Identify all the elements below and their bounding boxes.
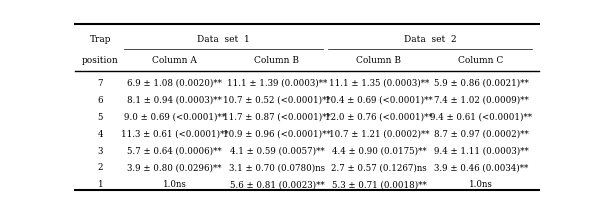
Text: 12.0 ± 0.76 (<0.0001)**: 12.0 ± 0.76 (<0.0001)** [325, 113, 432, 122]
Text: 1.0ns: 1.0ns [163, 180, 187, 189]
Text: 11.7 ± 0.87 (<0.0001)**: 11.7 ± 0.87 (<0.0001)** [223, 113, 331, 122]
Text: 5.7 ± 0.64 (0.0006)**: 5.7 ± 0.64 (0.0006)** [128, 147, 222, 156]
Text: Trap: Trap [90, 35, 111, 44]
Text: 6: 6 [98, 96, 103, 105]
Text: 10.7 ± 1.21 (0.0002)**: 10.7 ± 1.21 (0.0002)** [329, 130, 429, 139]
Text: 1: 1 [98, 180, 103, 189]
Text: 2: 2 [98, 163, 103, 172]
Text: 4.4 ± 0.90 (0.0175)**: 4.4 ± 0.90 (0.0175)** [332, 147, 426, 156]
Text: 10.4 ± 0.69 (<0.0001)**: 10.4 ± 0.69 (<0.0001)** [325, 96, 432, 105]
Text: 9.4 ± 0.61 (<0.0001)**: 9.4 ± 0.61 (<0.0001)** [430, 113, 532, 122]
Text: 4.1 ± 0.59 (0.0057)**: 4.1 ± 0.59 (0.0057)** [229, 147, 324, 156]
Text: 5: 5 [98, 113, 103, 122]
Text: 5.6 ± 0.81 (0.0023)**: 5.6 ± 0.81 (0.0023)** [229, 180, 324, 189]
Text: 8.1 ± 0.94 (0.0003)**: 8.1 ± 0.94 (0.0003)** [128, 96, 222, 105]
Text: Data  set  1: Data set 1 [197, 35, 250, 44]
Text: Column B: Column B [255, 56, 300, 65]
Text: Data  set  2: Data set 2 [404, 35, 456, 44]
Text: 7: 7 [98, 79, 103, 88]
Text: 11.3 ± 0.61 (<0.0001)**: 11.3 ± 0.61 (<0.0001)** [121, 130, 228, 139]
Text: 3.9 ± 0.46 (0.0034)**: 3.9 ± 0.46 (0.0034)** [434, 163, 528, 172]
Text: 9.0 ± 0.69 (<0.0001)**: 9.0 ± 0.69 (<0.0001)** [123, 113, 226, 122]
Text: 11.1 ± 1.39 (0.0003)**: 11.1 ± 1.39 (0.0003)** [226, 79, 327, 88]
Text: Column C: Column C [458, 56, 504, 65]
Text: 1.0ns: 1.0ns [469, 180, 493, 189]
Text: 3.9 ± 0.80 (0.0296)**: 3.9 ± 0.80 (0.0296)** [128, 163, 222, 172]
Text: 6.9 ± 1.08 (0.0020)**: 6.9 ± 1.08 (0.0020)** [127, 79, 222, 88]
Text: 8.7 ± 0.97 (0.0002)**: 8.7 ± 0.97 (0.0002)** [434, 130, 528, 139]
Text: 7.4 ± 1.02 (0.0009)**: 7.4 ± 1.02 (0.0009)** [434, 96, 528, 105]
Text: 5.3 ± 0.71 (0.0018)**: 5.3 ± 0.71 (0.0018)** [332, 180, 426, 189]
Text: Column B: Column B [356, 56, 401, 65]
Text: 3: 3 [98, 147, 103, 156]
Text: 2.7 ± 0.57 (0.1267)ns: 2.7 ± 0.57 (0.1267)ns [331, 163, 427, 172]
Text: 11.1 ± 1.35 (0.0003)**: 11.1 ± 1.35 (0.0003)** [329, 79, 429, 88]
Text: position: position [82, 56, 119, 65]
Text: 9.4 ± 1.11 (0.0003)**: 9.4 ± 1.11 (0.0003)** [434, 147, 528, 156]
Text: 5.9 ± 0.86 (0.0021)**: 5.9 ± 0.86 (0.0021)** [434, 79, 528, 88]
Text: 10.7 ± 0.52 (<0.0001)**: 10.7 ± 0.52 (<0.0001)** [223, 96, 331, 105]
Text: 10.9 ± 0.96 (<0.0001)**: 10.9 ± 0.96 (<0.0001)** [223, 130, 331, 139]
Text: 4: 4 [98, 130, 103, 139]
Text: Column A: Column A [152, 56, 197, 65]
Text: 3.1 ± 0.70 (0.0780)ns: 3.1 ± 0.70 (0.0780)ns [229, 163, 325, 172]
